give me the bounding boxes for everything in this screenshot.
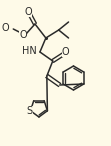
Text: O: O: [24, 7, 32, 17]
Text: O: O: [2, 23, 9, 33]
Text: O: O: [19, 30, 27, 40]
Text: O: O: [62, 47, 69, 57]
Text: HN: HN: [22, 46, 37, 56]
Text: S: S: [26, 106, 33, 116]
